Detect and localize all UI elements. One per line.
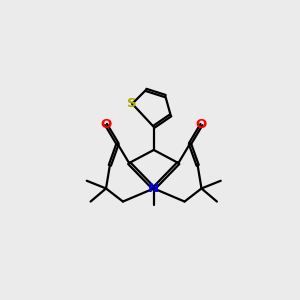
- Text: O: O: [100, 118, 112, 131]
- Text: O: O: [196, 118, 207, 131]
- Text: S: S: [128, 97, 137, 110]
- Text: N: N: [148, 182, 159, 195]
